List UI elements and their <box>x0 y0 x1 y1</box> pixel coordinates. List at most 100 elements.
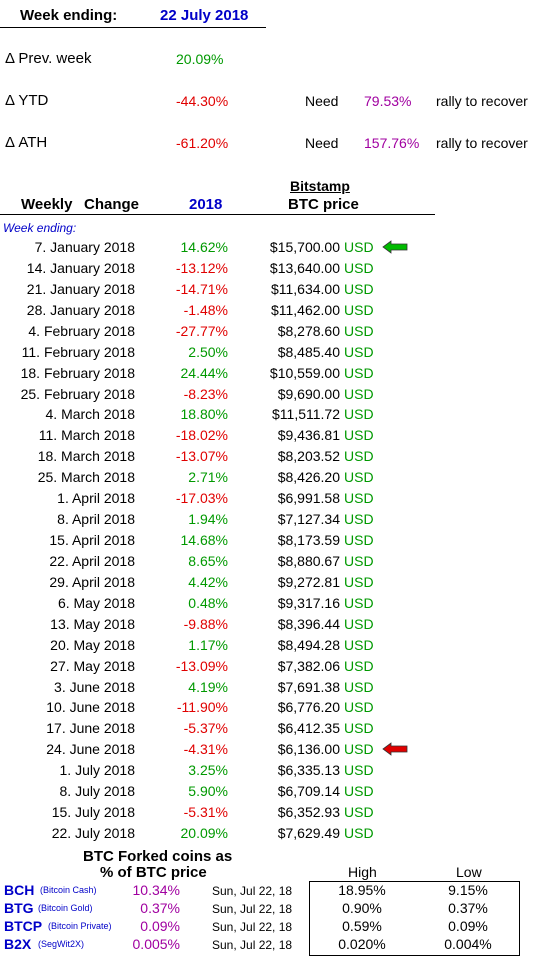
row-currency: USD <box>344 804 374 820</box>
recover-text: rally to recover <box>436 93 528 109</box>
row-date: 4. February 2018 <box>28 323 135 339</box>
row-date: 21. January 2018 <box>26 281 135 297</box>
fork-name: (Bitcoin Gold) <box>38 903 93 913</box>
fork-name: (Bitcoin Private) <box>48 921 112 931</box>
row-currency: USD <box>344 574 374 590</box>
row-price: $6,136.00 <box>277 741 340 757</box>
week-ending-label: Week ending: <box>20 7 118 24</box>
summary-value: -44.30% <box>176 93 229 109</box>
row-currency: USD <box>344 783 374 799</box>
row-change: 4.42% <box>188 574 228 590</box>
row-currency: USD <box>344 469 374 485</box>
row-price: $8,494.28 <box>277 637 340 653</box>
row-change: -27.77% <box>175 323 228 339</box>
row-currency: USD <box>344 239 374 255</box>
row-date: 4. March 2018 <box>45 406 136 422</box>
row-price: $9,272.81 <box>277 574 340 590</box>
row-currency: USD <box>344 825 374 841</box>
row-date: 6. May 2018 <box>57 595 135 611</box>
need-label: Need <box>305 93 339 109</box>
row-change: -18.02% <box>175 427 228 443</box>
fork-date: Sun, Jul 22, 18 <box>212 920 293 934</box>
row-currency: USD <box>344 741 374 757</box>
row-change: 14.62% <box>180 239 228 255</box>
row-price: $6,709.14 <box>277 783 340 799</box>
row-change: 1.94% <box>188 511 228 527</box>
fork-pct: 0.37% <box>140 900 180 916</box>
fork-pct: 0.09% <box>140 918 180 934</box>
row-currency: USD <box>344 762 374 778</box>
row-date: 10. June 2018 <box>46 699 135 715</box>
left-arrow-icon <box>382 240 408 254</box>
row-date: 1. July 2018 <box>59 762 136 778</box>
row-change: -13.12% <box>175 260 228 276</box>
row-change: -5.31% <box>183 804 228 820</box>
row-change: -4.31% <box>183 741 228 757</box>
forked-title-line1: BTC Forked coins as <box>83 848 233 865</box>
fork-pct: 0.005% <box>132 936 180 952</box>
week-ending-note: Week ending: <box>3 221 77 235</box>
row-price: $9,317.16 <box>277 595 340 611</box>
row-date: 8. April 2018 <box>57 511 135 527</box>
row-change: -11.90% <box>176 699 228 715</box>
row-date: 18. March 2018 <box>37 448 135 464</box>
high-low-box <box>309 881 520 956</box>
row-change: 2.71% <box>188 469 228 485</box>
row-price: $8,426.20 <box>277 469 340 485</box>
row-currency: USD <box>344 532 374 548</box>
row-date: 14. January 2018 <box>26 260 135 276</box>
weekly-header: Weekly <box>21 196 73 213</box>
table-header-underline <box>0 214 435 215</box>
fork-date: Sun, Jul 22, 18 <box>212 938 293 952</box>
summary-value: -61.20% <box>176 135 229 151</box>
row-currency: USD <box>344 448 374 464</box>
row-change: 20.09% <box>180 825 228 841</box>
row-currency: USD <box>344 679 374 695</box>
row-date: 15. April 2018 <box>49 532 135 548</box>
row-price: $6,412.35 <box>277 720 340 736</box>
row-price: $7,382.06 <box>277 658 340 674</box>
fork-high: 0.90% <box>342 900 382 916</box>
row-change: -9.88% <box>183 616 228 632</box>
row-date: 15. July 2018 <box>51 804 135 820</box>
need-value: 79.53% <box>364 93 412 109</box>
row-change: 3.25% <box>188 762 228 778</box>
fork-high: 0.020% <box>338 936 386 952</box>
fork-ticker: BTCP <box>4 918 43 934</box>
row-date: 22. July 2018 <box>51 825 135 841</box>
summary-label: Δ Prev. week <box>5 50 92 67</box>
row-change: 1.17% <box>188 637 228 653</box>
row-price: $7,691.38 <box>277 679 340 695</box>
summary-label: Δ ATH <box>5 134 48 151</box>
row-change: 2.50% <box>188 344 228 360</box>
fork-name: (SegWit2X) <box>38 939 85 949</box>
row-price: $9,436.81 <box>277 427 340 443</box>
fork-high: 0.59% <box>342 918 382 934</box>
row-change: 24.44% <box>180 365 228 381</box>
row-price: $15,700.00 <box>269 239 340 255</box>
row-currency: USD <box>344 427 374 443</box>
row-currency: USD <box>344 344 374 360</box>
row-currency: USD <box>344 511 374 527</box>
fork-high: 18.95% <box>338 882 386 898</box>
row-currency: USD <box>344 260 374 276</box>
row-price: $11,511.72 <box>272 406 340 422</box>
row-date: 7. January 2018 <box>34 239 135 255</box>
row-currency: USD <box>344 302 374 318</box>
row-date: 13. May 2018 <box>50 616 135 632</box>
row-change: 18.80% <box>180 406 228 422</box>
row-price: $8,485.40 <box>277 344 340 360</box>
week-ending-date: 22 July 2018 <box>160 7 249 24</box>
fork-low: 0.09% <box>448 918 488 934</box>
row-change: -13.09% <box>175 658 228 674</box>
row-change: 4.19% <box>188 679 228 695</box>
fork-date: Sun, Jul 22, 18 <box>212 902 293 916</box>
row-price: $7,127.34 <box>277 511 340 527</box>
row-change: 5.90% <box>188 783 228 799</box>
row-date: 25. February 2018 <box>20 386 135 402</box>
row-change: -1.48% <box>183 302 228 318</box>
row-change: 0.48% <box>188 595 228 611</box>
row-change: 8.65% <box>188 553 228 569</box>
exchange-label: Bitstamp <box>290 178 350 194</box>
fork-ticker: BTG <box>4 900 34 916</box>
